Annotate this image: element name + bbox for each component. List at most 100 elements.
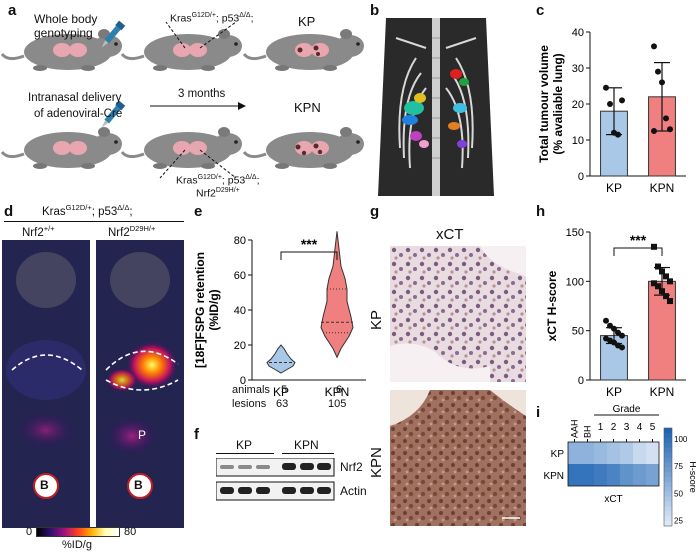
- tumour-dot: [297, 47, 303, 53]
- kp-label: KP: [298, 14, 316, 29]
- column-label: 2: [611, 422, 617, 433]
- colorbar-segment: [664, 496, 672, 502]
- panel-letter-g: g: [370, 203, 380, 220]
- x-tick-label: KPN: [325, 385, 350, 399]
- panel-letter-b: b: [370, 2, 380, 19]
- significance-bracket: [613, 247, 663, 256]
- marker-b-right: B: [134, 478, 143, 492]
- heatmap-cell: [607, 442, 620, 464]
- colorbar-tick-label: 75: [674, 462, 683, 471]
- colorbar-segment: [664, 452, 672, 458]
- lesion: [414, 93, 426, 103]
- row-label: KPN: [543, 471, 564, 482]
- header-rule: [4, 221, 184, 222]
- colorbar-segment: [664, 467, 672, 473]
- delivery-line2: of adenoviral-Cre: [34, 108, 123, 120]
- heatmap-cell: [594, 464, 607, 486]
- colorbar-segment: [664, 516, 672, 522]
- colorbar-label: H-score: [688, 461, 696, 493]
- panel-c-chart: 0 10 20 30 40 Total tumour volume(% avaliable…: [537, 27, 686, 195]
- y-tick-label: 80: [234, 235, 246, 247]
- colorbar-segment: [664, 472, 672, 478]
- months-label: 3 months: [178, 88, 226, 100]
- lesion: [459, 78, 469, 86]
- data-point: [655, 68, 661, 75]
- panel-h-chart: 0 50 100 150 xCT H-score KP KPN ***: [545, 227, 686, 399]
- y-tick-label: 60: [234, 270, 246, 282]
- heatmap-cell: [633, 464, 646, 486]
- violin: [266, 344, 296, 374]
- lesions-label: lesions: [232, 398, 267, 410]
- panel-a-schematic: [0, 20, 366, 179]
- colorbar-segment: [664, 442, 672, 449]
- data-point: [603, 317, 609, 324]
- data-point: [655, 263, 661, 270]
- ihc-images: [390, 246, 526, 526]
- heatmap-cell: [633, 442, 646, 464]
- panel-e-chart: 0 20 40 60 80 [18F]FSPG retention(%ID/g) KP KPN…: [194, 231, 366, 399]
- heatmap-frame: [567, 441, 660, 487]
- data-point: [651, 128, 657, 134]
- x-tick-label: KPN: [650, 385, 675, 399]
- data-point: [615, 131, 621, 138]
- tumour-dot: [301, 150, 307, 156]
- western-blot: [216, 458, 335, 501]
- column-label: AAH: [570, 419, 580, 438]
- pet-col1: Nrf2+/+: [22, 224, 55, 239]
- colorbar-segment: [664, 477, 672, 483]
- y-tick-label: 20: [234, 340, 246, 352]
- data-point: [659, 268, 665, 275]
- data-point: [663, 115, 669, 122]
- row-label: KP: [551, 449, 565, 460]
- cbar-unit: %ID/g: [62, 539, 92, 551]
- x-tick-label: KPN: [650, 181, 675, 195]
- panel-d-pet-images: [2, 240, 184, 528]
- data-point: [651, 280, 657, 287]
- lesion: [453, 103, 467, 113]
- pet-header: KrasG12D/+; p53Δ/Δ;: [42, 203, 133, 218]
- colorbar-segment: [664, 486, 672, 493]
- pet-col2: Nrf2D29H/+: [108, 224, 156, 239]
- animals-kpn: 6: [336, 384, 343, 396]
- x-tick-label: KP: [606, 181, 622, 195]
- y-tick-label: 40: [234, 305, 246, 317]
- blot-kp-label: KP: [236, 438, 253, 452]
- data-point: [619, 97, 625, 104]
- y-axis-label: Total tumour volume(% avaliable lung): [537, 45, 565, 163]
- heatmap-cell: [620, 464, 633, 486]
- data-point: [651, 243, 657, 250]
- tumour-dot: [317, 149, 323, 155]
- heatmap-cell: [620, 442, 633, 464]
- significance-label: ***: [301, 236, 318, 252]
- data-point: [611, 325, 617, 332]
- column-label: 1: [598, 422, 604, 433]
- animals-label: animals: [232, 384, 270, 396]
- colorbar-segment: [664, 462, 672, 468]
- data-point: [619, 332, 625, 339]
- marker-b-left: B: [40, 478, 49, 492]
- y-tick-label: 40: [572, 27, 584, 39]
- kpn-genotype-line2: Nrf2D29H/+: [196, 187, 240, 200]
- data-point: [651, 43, 657, 50]
- cbar-min: 0: [26, 526, 33, 538]
- lesion: [410, 131, 422, 141]
- genotyping-label: Whole body genotyping: [34, 12, 98, 40]
- colorbar-tick-label: 50: [674, 489, 683, 498]
- blot-kpn-rule: [282, 453, 334, 454]
- y-tick-label: 20: [572, 99, 584, 111]
- data-point: [659, 79, 665, 86]
- kp-genotype: KrasG12D/+; p53Δ/Δ;: [170, 12, 254, 25]
- panel-letter-d: d: [4, 203, 14, 220]
- ihc-title: xCT: [436, 226, 464, 243]
- delivery-line1: Intranasal delivery: [28, 92, 122, 104]
- heatmap-cell: [607, 464, 620, 486]
- heatmap-cell: [646, 464, 659, 486]
- y-axis-label: [18F]FSPG retention(%ID/g): [194, 252, 221, 368]
- data-point: [619, 344, 625, 351]
- blot-actin-label: Actin: [340, 484, 367, 498]
- y-tick-label: 30: [572, 63, 584, 75]
- y-tick-label: 150: [566, 227, 584, 239]
- panel-letter-a: a: [8, 2, 17, 19]
- x-tick-label: KP: [606, 385, 622, 399]
- significance-label: ***: [630, 232, 647, 248]
